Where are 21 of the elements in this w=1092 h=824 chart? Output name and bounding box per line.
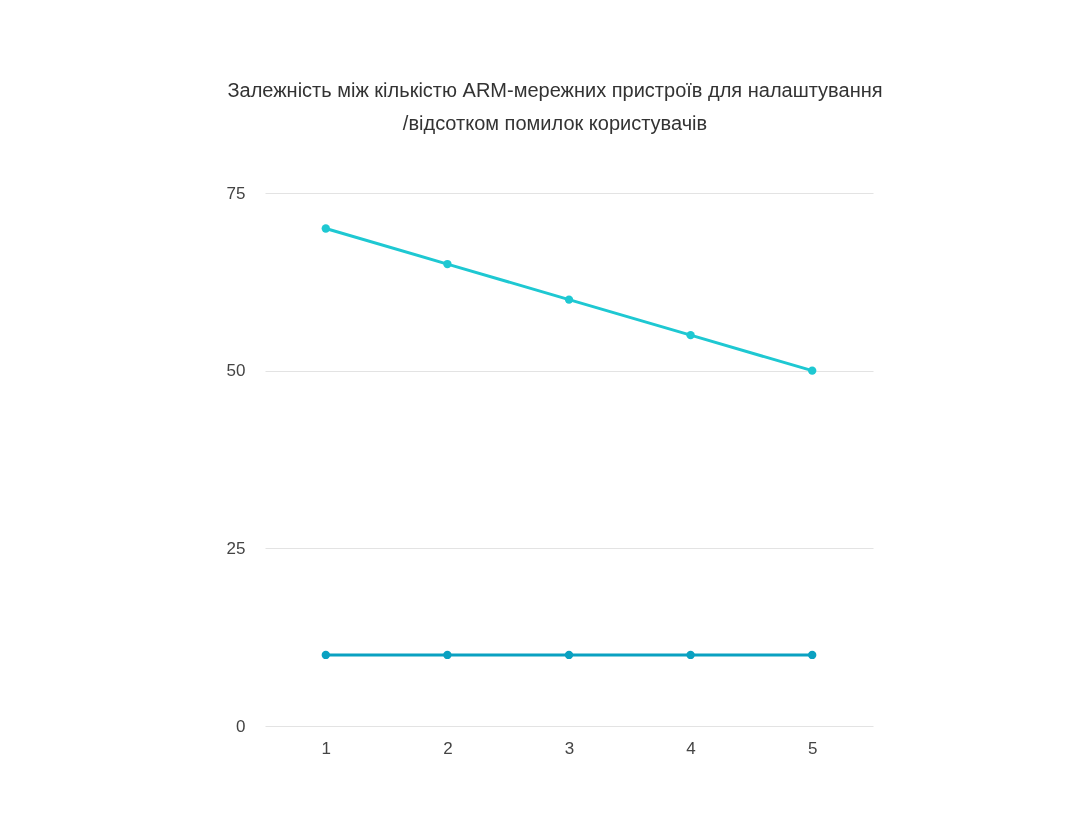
y-tick-label: 75 — [226, 183, 246, 203]
text: Залежність між кількістю ARM-мережних пристроїв для налаштування — [227, 79, 883, 101]
point — [321, 224, 330, 233]
x-tick-label: 3 — [564, 738, 575, 758]
point — [808, 650, 817, 660]
y-tick-label: 25 — [226, 538, 246, 558]
point — [564, 650, 574, 660]
x-tick-label: 5 — [807, 738, 818, 758]
point — [564, 295, 574, 304]
x-tick-label: 1 — [321, 738, 332, 758]
point — [808, 366, 817, 375]
y-tick-label: 50 — [226, 361, 246, 381]
point — [686, 330, 695, 340]
x-tick-label: 4 — [686, 738, 696, 758]
point — [443, 259, 452, 269]
text: /відсотком помилок користувачів — [402, 112, 708, 134]
point — [321, 650, 330, 660]
point — [686, 650, 695, 660]
y-tick-label: 0 — [236, 716, 246, 736]
x-tick-label: 2 — [443, 738, 453, 758]
point — [443, 650, 452, 660]
